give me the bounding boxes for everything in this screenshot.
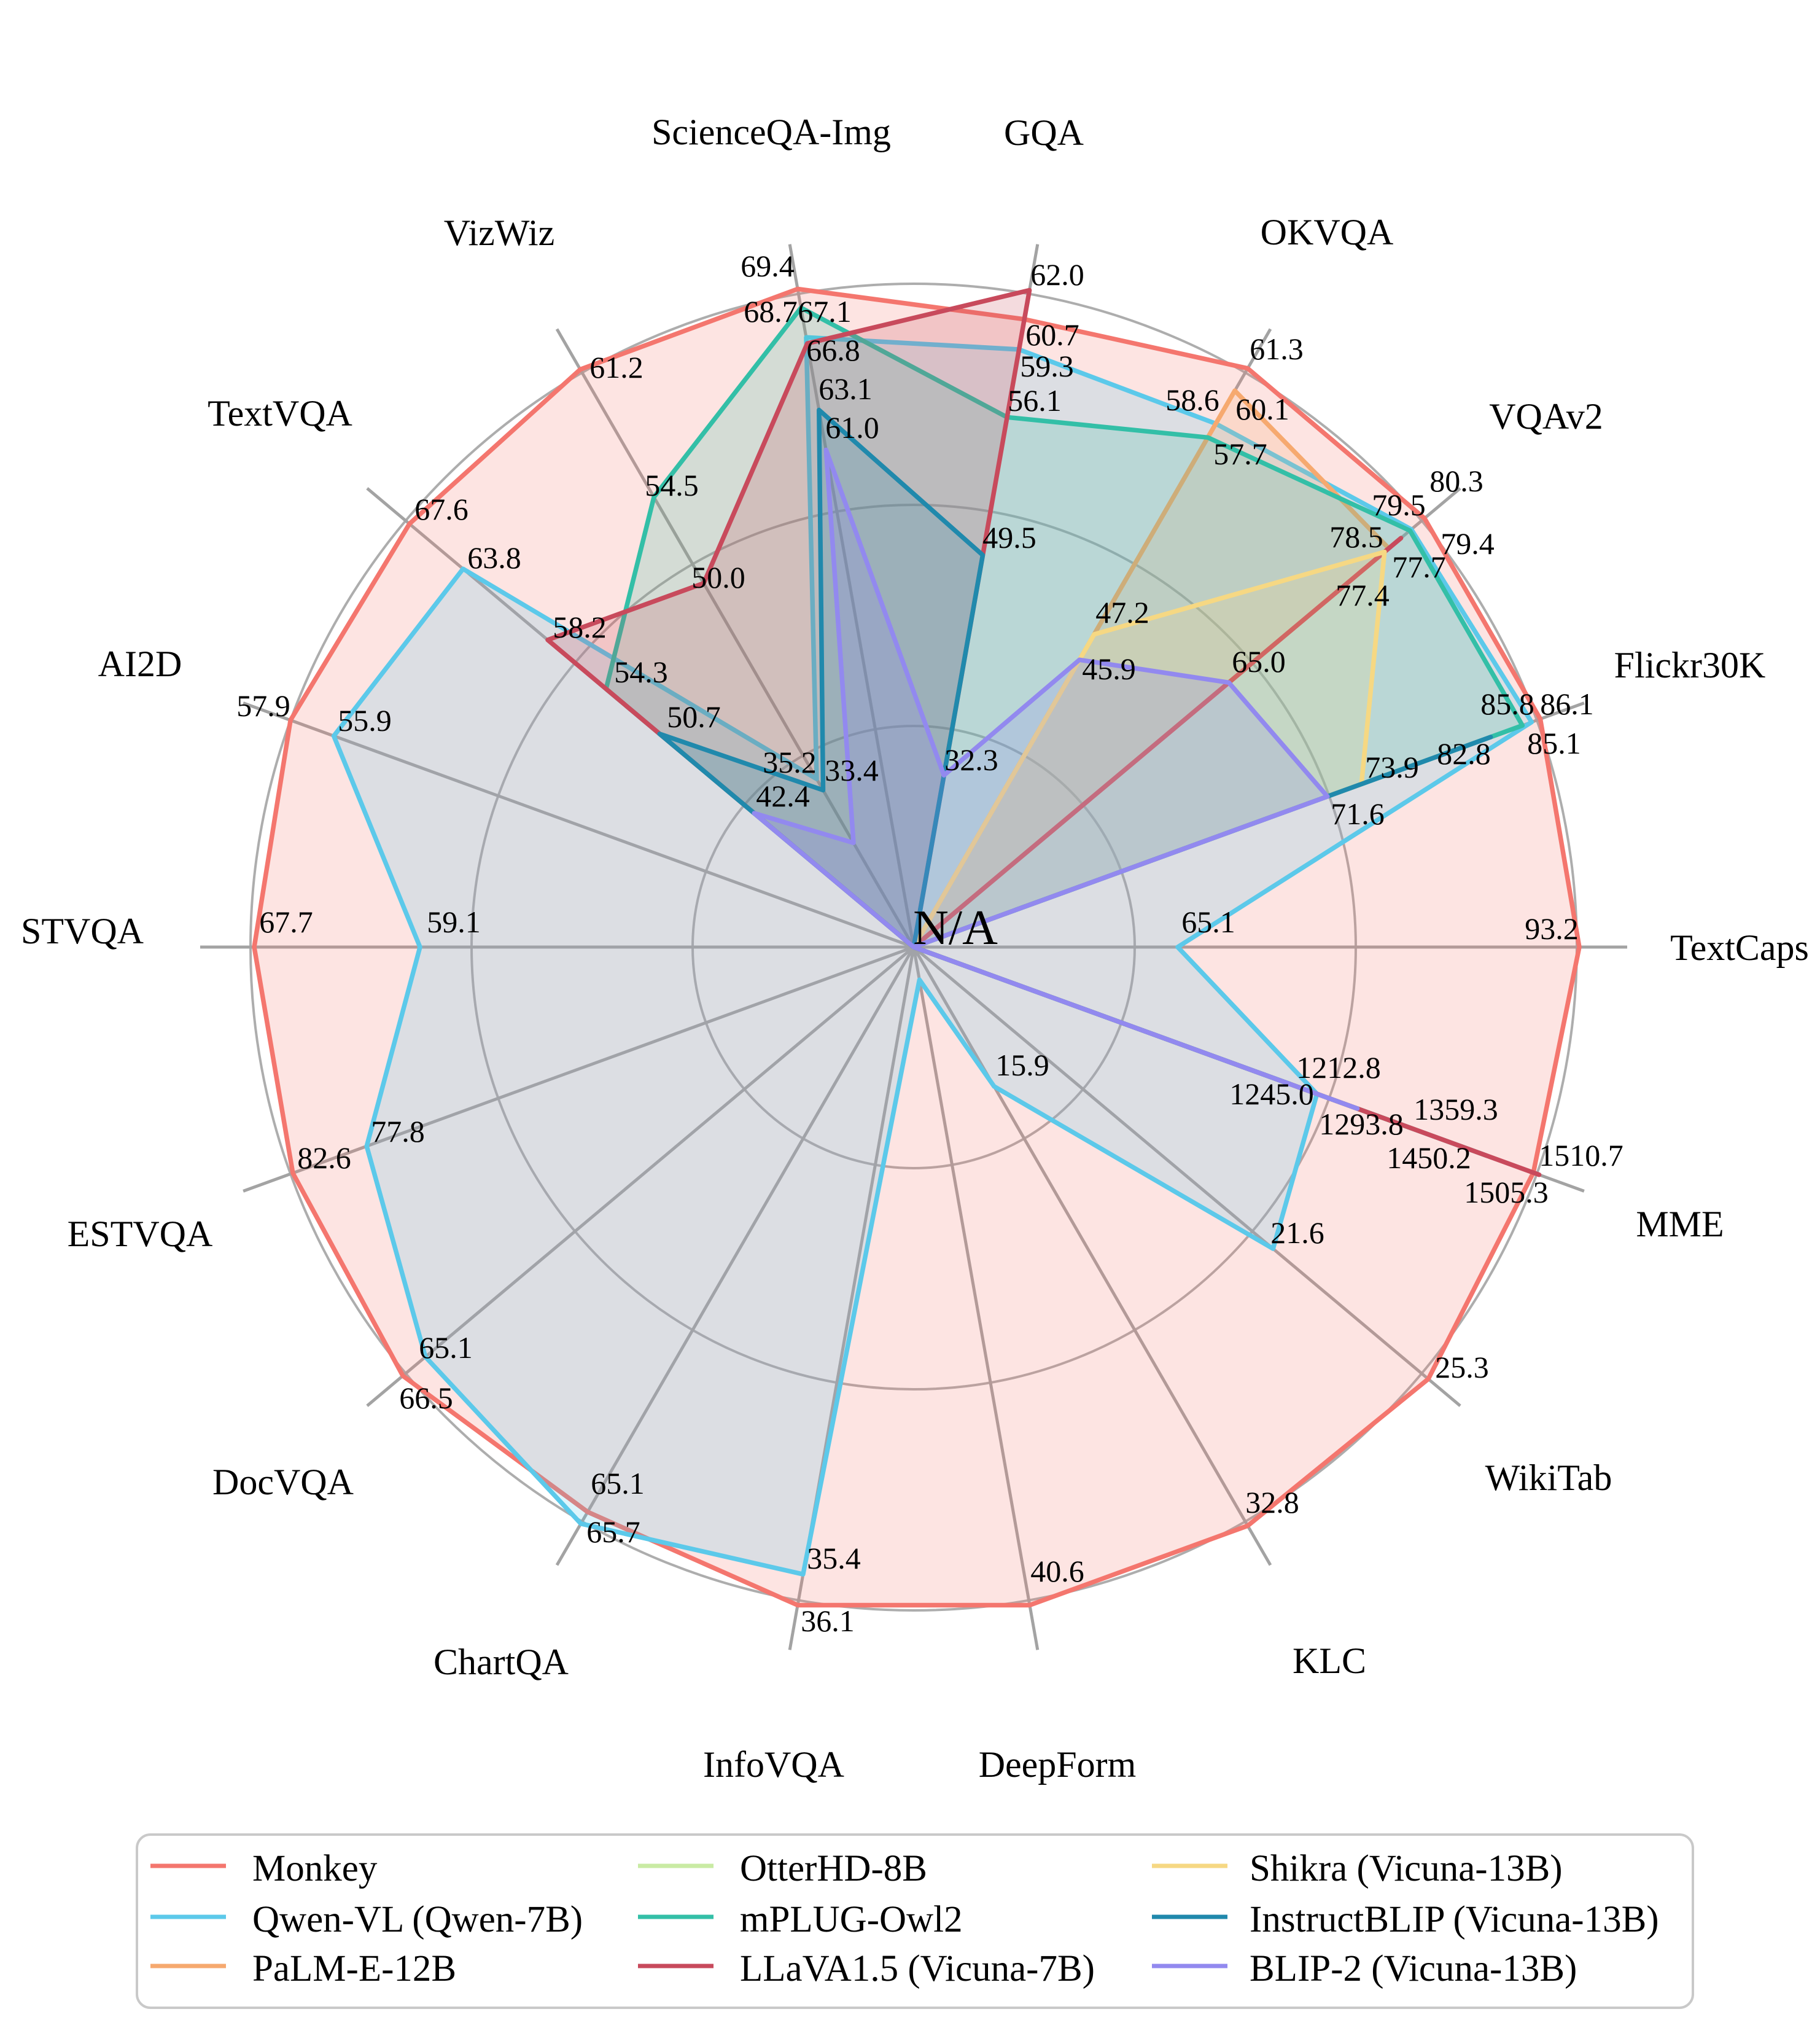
svg-text:ChartQA: ChartQA: [434, 1642, 569, 1682]
svg-text:66.5: 66.5: [399, 1381, 453, 1415]
svg-text:WikiTab: WikiTab: [1485, 1457, 1612, 1498]
svg-text:80.3: 80.3: [1429, 464, 1483, 498]
svg-text:InfoVQA: InfoVQA: [703, 1744, 844, 1785]
svg-text:67.6: 67.6: [414, 492, 469, 526]
svg-text:ESTVQA: ESTVQA: [68, 1214, 213, 1254]
svg-text:77.4: 77.4: [1336, 578, 1390, 612]
svg-text:InstructBLIP (Vicuna-13B): InstructBLIP (Vicuna-13B): [1250, 1899, 1659, 1940]
svg-text:65.1: 65.1: [1181, 905, 1235, 939]
svg-text:59.1: 59.1: [427, 905, 481, 939]
svg-text:AI2D: AI2D: [98, 644, 182, 684]
svg-text:68.7: 68.7: [744, 294, 798, 329]
svg-text:mPLUG-Owl2: mPLUG-Owl2: [740, 1899, 963, 1940]
svg-text:1510.7: 1510.7: [1539, 1138, 1623, 1172]
svg-text:TextCaps: TextCaps: [1670, 927, 1809, 968]
svg-text:BLIP-2 (Vicuna-13B): BLIP-2 (Vicuna-13B): [1250, 1948, 1577, 1989]
svg-text:32.3: 32.3: [944, 743, 998, 777]
svg-text:ScienceQA-Img: ScienceQA-Img: [651, 112, 891, 152]
svg-text:DeepForm: DeepForm: [979, 1744, 1137, 1785]
svg-text:85.1: 85.1: [1527, 726, 1581, 760]
svg-text:60.7: 60.7: [1025, 318, 1079, 352]
svg-text:1505.3: 1505.3: [1464, 1175, 1549, 1209]
svg-text:50.7: 50.7: [667, 700, 721, 734]
svg-text:63.1: 63.1: [819, 372, 873, 406]
svg-text:59.3: 59.3: [1020, 349, 1074, 383]
svg-text:PaLM-E-12B: PaLM-E-12B: [252, 1948, 456, 1989]
svg-text:1212.8: 1212.8: [1296, 1050, 1381, 1085]
svg-text:50.0: 50.0: [691, 560, 745, 595]
svg-text:71.6: 71.6: [1331, 797, 1385, 831]
svg-text:Monkey: Monkey: [252, 1848, 378, 1889]
svg-text:21.6: 21.6: [1270, 1215, 1324, 1250]
svg-text:78.5: 78.5: [1329, 520, 1383, 554]
svg-text:15.9: 15.9: [995, 1048, 1049, 1082]
svg-text:82.8: 82.8: [1437, 736, 1491, 771]
svg-text:Qwen-VL (Qwen-7B): Qwen-VL (Qwen-7B): [252, 1899, 583, 1940]
svg-text:58.2: 58.2: [553, 610, 607, 644]
svg-text:63.8: 63.8: [467, 540, 521, 575]
svg-text:67.1: 67.1: [798, 294, 852, 329]
svg-text:N/A: N/A: [913, 901, 998, 955]
svg-text:STVQA: STVQA: [21, 911, 144, 951]
svg-text:35.2: 35.2: [763, 745, 817, 779]
svg-text:1245.0: 1245.0: [1229, 1077, 1314, 1111]
svg-text:36.1: 36.1: [801, 1604, 855, 1638]
svg-text:GQA: GQA: [1004, 112, 1084, 153]
svg-text:85.8: 85.8: [1480, 687, 1534, 721]
svg-text:32.8: 32.8: [1245, 1485, 1299, 1519]
svg-text:49.5: 49.5: [982, 520, 1036, 555]
svg-text:58.6: 58.6: [1165, 383, 1219, 417]
svg-text:77.8: 77.8: [371, 1114, 425, 1149]
svg-text:67.7: 67.7: [259, 905, 313, 939]
svg-text:1359.3: 1359.3: [1413, 1092, 1498, 1126]
svg-text:57.7: 57.7: [1213, 437, 1267, 471]
svg-text:79.4: 79.4: [1441, 526, 1495, 561]
svg-text:KLC: KLC: [1293, 1640, 1366, 1681]
svg-text:56.1: 56.1: [1008, 383, 1062, 418]
svg-text:55.9: 55.9: [338, 703, 392, 738]
svg-text:MME: MME: [1636, 1204, 1724, 1244]
svg-text:65.1: 65.1: [419, 1330, 473, 1365]
svg-text:65.0: 65.0: [1232, 644, 1286, 679]
svg-text:69.4: 69.4: [741, 249, 795, 283]
svg-text:33.4: 33.4: [825, 753, 879, 787]
svg-text:TextVQA: TextVQA: [208, 393, 352, 434]
svg-text:45.9: 45.9: [1082, 652, 1136, 686]
svg-text:61.3: 61.3: [1250, 332, 1304, 366]
svg-text:OKVQA: OKVQA: [1261, 212, 1394, 252]
svg-text:54.5: 54.5: [645, 468, 699, 502]
svg-text:LLaVA1.5 (Vicuna-7B): LLaVA1.5 (Vicuna-7B): [740, 1948, 1095, 1989]
svg-text:86.1: 86.1: [1540, 687, 1594, 721]
svg-text:42.4: 42.4: [756, 779, 810, 813]
svg-text:54.3: 54.3: [614, 655, 668, 689]
svg-text:OtterHD-8B: OtterHD-8B: [740, 1848, 927, 1889]
svg-text:60.1: 60.1: [1235, 392, 1289, 426]
svg-text:35.4: 35.4: [807, 1541, 861, 1575]
svg-text:62.0: 62.0: [1030, 257, 1084, 292]
svg-text:25.3: 25.3: [1435, 1350, 1489, 1384]
svg-text:1293.8: 1293.8: [1319, 1107, 1404, 1141]
svg-text:77.7: 77.7: [1392, 550, 1446, 584]
svg-text:61.2: 61.2: [589, 350, 644, 384]
svg-text:VQAv2: VQAv2: [1489, 396, 1603, 437]
svg-text:Shikra (Vicuna-13B): Shikra (Vicuna-13B): [1250, 1848, 1563, 1889]
svg-text:40.6: 40.6: [1030, 1554, 1084, 1588]
svg-text:79.5: 79.5: [1372, 488, 1426, 522]
svg-text:82.6: 82.6: [297, 1141, 351, 1175]
svg-text:47.2: 47.2: [1095, 595, 1149, 630]
svg-text:DocVQA: DocVQA: [212, 1462, 354, 1502]
svg-text:93.2: 93.2: [1525, 911, 1579, 946]
svg-text:VizWiz: VizWiz: [444, 213, 555, 253]
svg-text:57.9: 57.9: [236, 688, 290, 723]
svg-text:61.0: 61.0: [825, 410, 879, 445]
svg-text:66.8: 66.8: [806, 333, 860, 367]
svg-text:65.7: 65.7: [586, 1515, 640, 1549]
svg-text:Flickr30K: Flickr30K: [1614, 645, 1766, 685]
svg-text:73.9: 73.9: [1365, 750, 1419, 784]
svg-text:65.1: 65.1: [591, 1466, 645, 1500]
svg-text:1450.2: 1450.2: [1386, 1141, 1471, 1175]
